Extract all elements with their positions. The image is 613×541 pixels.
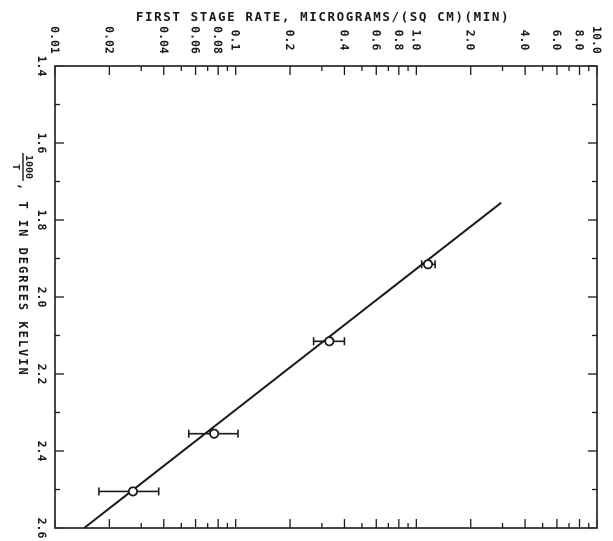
x-tick-label-wrap: 0.4 [337,30,351,51]
y-axis-label-numerator: 1000 [23,155,34,179]
fit-line [83,201,502,529]
x-tick-label-wrap: 4.0 [518,30,532,51]
y-axis-ticks [55,65,597,529]
x-tick-label-wrap: 0.6 [369,30,383,51]
x-tick-label-wrap: 0.2 [283,30,297,51]
data-point [187,428,239,439]
x-tick-label-wrap: 10.0 [590,26,604,54]
data-points [98,259,436,497]
x-tick-label: 4.0 [518,30,532,51]
x-tick-label: 0.1 [229,30,243,51]
data-point-marker [422,259,434,270]
y-tick-label: 2.6 [35,518,49,539]
chart-title: FIRST STAGE RATE, MICROGRAMS/(SQ CM)(MIN… [136,9,510,24]
x-tick-label: 2.0 [464,30,478,51]
y-tick-label: 1.4 [35,56,49,77]
y-tick-label: 1.6 [35,133,49,154]
data-point-marker [209,428,220,439]
x-tick-label-wrap: 0.1 [229,30,243,51]
x-tick-label: 0.01 [48,26,62,54]
x-tick-label: 0.2 [283,30,297,51]
data-point [420,259,436,270]
x-tick-label: 0.02 [102,26,116,54]
x-tick-label-wrap: 6.0 [550,30,564,51]
data-point-marker [127,486,139,497]
y-axis-label-denominator: T [10,164,21,170]
x-tick-label: 6.0 [550,30,564,51]
y-tick-label-wrap: 1.4 [35,56,49,77]
x-tick-label-wrap: 0.08 [211,26,225,54]
y-tick-label: 2.0 [35,287,49,308]
y-axis-label-text: , T IN DEGREES KELVIN [16,183,30,377]
y-tick-label: 1.8 [35,210,49,231]
x-tick-label: 8.0 [572,30,586,51]
x-tick-label-wrap: 2.0 [464,30,478,51]
x-tick-label-wrap: 0.04 [157,26,171,54]
x-tick-label: 0.4 [337,30,351,51]
y-tick-label-wrap: 2.2 [35,364,49,385]
y-tick-label-wrap: 2.0 [35,287,49,308]
fit-line-group [83,201,502,529]
x-tick-label: 10.0 [590,26,604,54]
data-point [312,336,346,347]
x-tick-label: 0.08 [211,26,225,54]
data-point-marker [324,336,335,347]
x-tick-label-wrap: 0.01 [48,26,62,54]
y-tick-label: 2.4 [35,441,49,462]
x-tick-label: 0.06 [189,26,203,54]
y-tick-label: 2.2 [35,364,49,385]
x-tick-label: 1.0 [409,30,423,51]
y-tick-label-wrap: 2.6 [35,518,49,539]
plot-frame [54,65,598,529]
data-point [98,486,160,497]
x-tick-label-wrap: 0.8 [392,30,406,51]
x-tick-label: 0.04 [157,26,171,54]
x-tick-label: 0.6 [369,30,383,51]
x-axis-ticks [54,66,598,528]
y-tick-label-wrap: 2.4 [35,441,49,462]
x-tick-label-wrap: 0.02 [102,26,116,54]
x-tick-label-wrap: 1.0 [409,30,423,51]
x-tick-label-wrap: 0.06 [189,26,203,54]
x-axis-tick-labels: 0.01 0.02 0.04 0.06 0.08 0.1 0.2 0.4 0.6 0.8 1.0 2.… [48,26,604,54]
y-axis-label: 1000 T , T IN DEGREES KELVIN [10,153,34,377]
y-tick-label-wrap: 1.8 [35,210,49,231]
x-tick-label: 0.8 [392,30,406,51]
y-axis-tick-labels: 1.4 1.6 1.8 2.0 2.2 2.4 2.6 [35,56,49,539]
y-tick-label-wrap: 1.6 [35,133,49,154]
x-tick-label-wrap: 8.0 [572,30,586,51]
